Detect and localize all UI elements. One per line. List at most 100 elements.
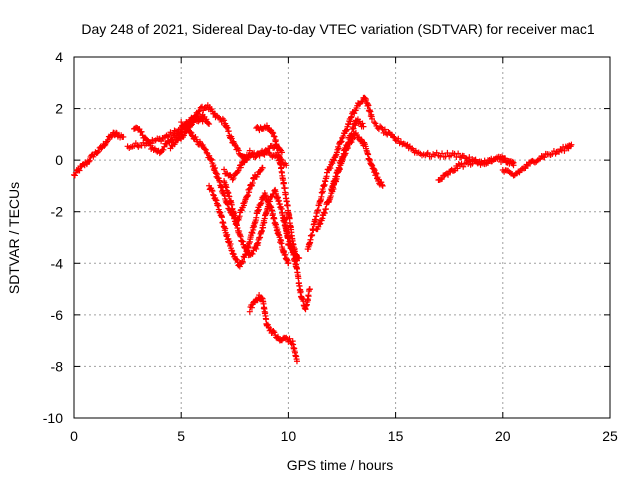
data-point bbox=[249, 230, 256, 237]
data-point bbox=[327, 165, 334, 172]
data-point bbox=[209, 187, 216, 194]
data-point bbox=[246, 147, 253, 154]
data-point bbox=[372, 120, 379, 127]
data-point bbox=[371, 167, 378, 174]
data-point bbox=[310, 227, 317, 234]
data-point bbox=[286, 335, 293, 342]
data-point bbox=[178, 119, 185, 126]
data-point bbox=[445, 171, 452, 178]
data-point bbox=[208, 187, 215, 194]
x-tick-label: 15 bbox=[388, 428, 404, 444]
data-point bbox=[202, 146, 209, 153]
data-points bbox=[71, 94, 575, 365]
data-point bbox=[360, 123, 367, 130]
data-point bbox=[210, 191, 217, 198]
data-point bbox=[71, 172, 78, 179]
data-point bbox=[283, 334, 290, 341]
data-point bbox=[249, 250, 256, 257]
data-point bbox=[524, 162, 531, 169]
y-tick-label: -2 bbox=[51, 204, 64, 220]
data-point bbox=[336, 165, 343, 172]
data-point bbox=[168, 136, 175, 143]
data-point bbox=[365, 102, 372, 109]
series-arc-12 bbox=[304, 94, 376, 253]
x-tick-label: 0 bbox=[70, 428, 78, 444]
data-point bbox=[439, 150, 446, 157]
data-point bbox=[371, 119, 378, 126]
data-point bbox=[234, 168, 241, 175]
data-point bbox=[138, 128, 145, 135]
data-point bbox=[378, 179, 385, 186]
x-axis-label: GPS time / hours bbox=[287, 457, 394, 473]
data-point bbox=[390, 133, 397, 140]
data-point bbox=[379, 181, 386, 188]
data-point bbox=[496, 155, 503, 162]
data-point bbox=[359, 120, 366, 127]
data-point bbox=[192, 134, 199, 141]
series-arc-17 bbox=[435, 155, 517, 183]
data-point bbox=[180, 132, 187, 139]
data-point bbox=[369, 115, 376, 122]
x-tick-label: 25 bbox=[602, 428, 618, 444]
series-arc-6 bbox=[206, 182, 292, 270]
data-point bbox=[455, 150, 462, 157]
data-point bbox=[231, 141, 238, 148]
data-point bbox=[244, 192, 251, 199]
data-point bbox=[469, 160, 476, 167]
data-point bbox=[195, 108, 202, 115]
data-point bbox=[221, 166, 228, 173]
data-point bbox=[246, 308, 253, 315]
data-point bbox=[95, 148, 102, 155]
data-point bbox=[316, 221, 323, 228]
y-tick-label: 4 bbox=[55, 49, 63, 65]
data-point bbox=[218, 214, 225, 221]
data-point bbox=[167, 129, 174, 136]
y-tick-label: -6 bbox=[51, 307, 64, 323]
data-point bbox=[251, 149, 258, 156]
data-point bbox=[85, 158, 92, 165]
data-point bbox=[232, 215, 239, 222]
data-point bbox=[103, 139, 110, 146]
data-point bbox=[269, 129, 276, 136]
data-point bbox=[306, 286, 313, 293]
series-arc-1 bbox=[71, 129, 127, 179]
data-point bbox=[190, 119, 197, 126]
grid-lines bbox=[74, 57, 610, 418]
data-point bbox=[203, 149, 210, 156]
data-point bbox=[561, 147, 568, 154]
series-arc-11 bbox=[246, 292, 300, 365]
data-point bbox=[352, 130, 359, 137]
data-point bbox=[263, 122, 270, 129]
series-arc-15 bbox=[358, 137, 386, 189]
data-point bbox=[239, 258, 246, 265]
data-point bbox=[158, 138, 165, 145]
data-point bbox=[510, 159, 517, 166]
data-point bbox=[205, 120, 212, 127]
data-point bbox=[395, 135, 402, 142]
data-point bbox=[259, 164, 266, 171]
data-point bbox=[258, 295, 265, 302]
data-point bbox=[120, 133, 127, 140]
data-point bbox=[535, 156, 542, 163]
data-point bbox=[203, 116, 210, 123]
data-point bbox=[264, 321, 271, 328]
data-point bbox=[439, 175, 446, 182]
data-point bbox=[271, 329, 278, 336]
data-point bbox=[538, 153, 545, 160]
data-point bbox=[236, 263, 243, 270]
y-tick-label: 0 bbox=[55, 152, 63, 168]
data-point bbox=[290, 250, 297, 257]
data-point bbox=[199, 118, 206, 125]
data-point bbox=[317, 220, 324, 227]
data-point bbox=[76, 167, 83, 174]
data-point bbox=[143, 136, 150, 143]
data-point bbox=[450, 167, 457, 174]
data-point bbox=[305, 293, 312, 300]
data-point bbox=[94, 149, 101, 156]
data-point bbox=[75, 166, 82, 173]
plot-frame bbox=[73, 56, 611, 419]
data-point bbox=[206, 152, 213, 159]
y-axis-label: SDTVAR / TECUs bbox=[6, 182, 22, 294]
